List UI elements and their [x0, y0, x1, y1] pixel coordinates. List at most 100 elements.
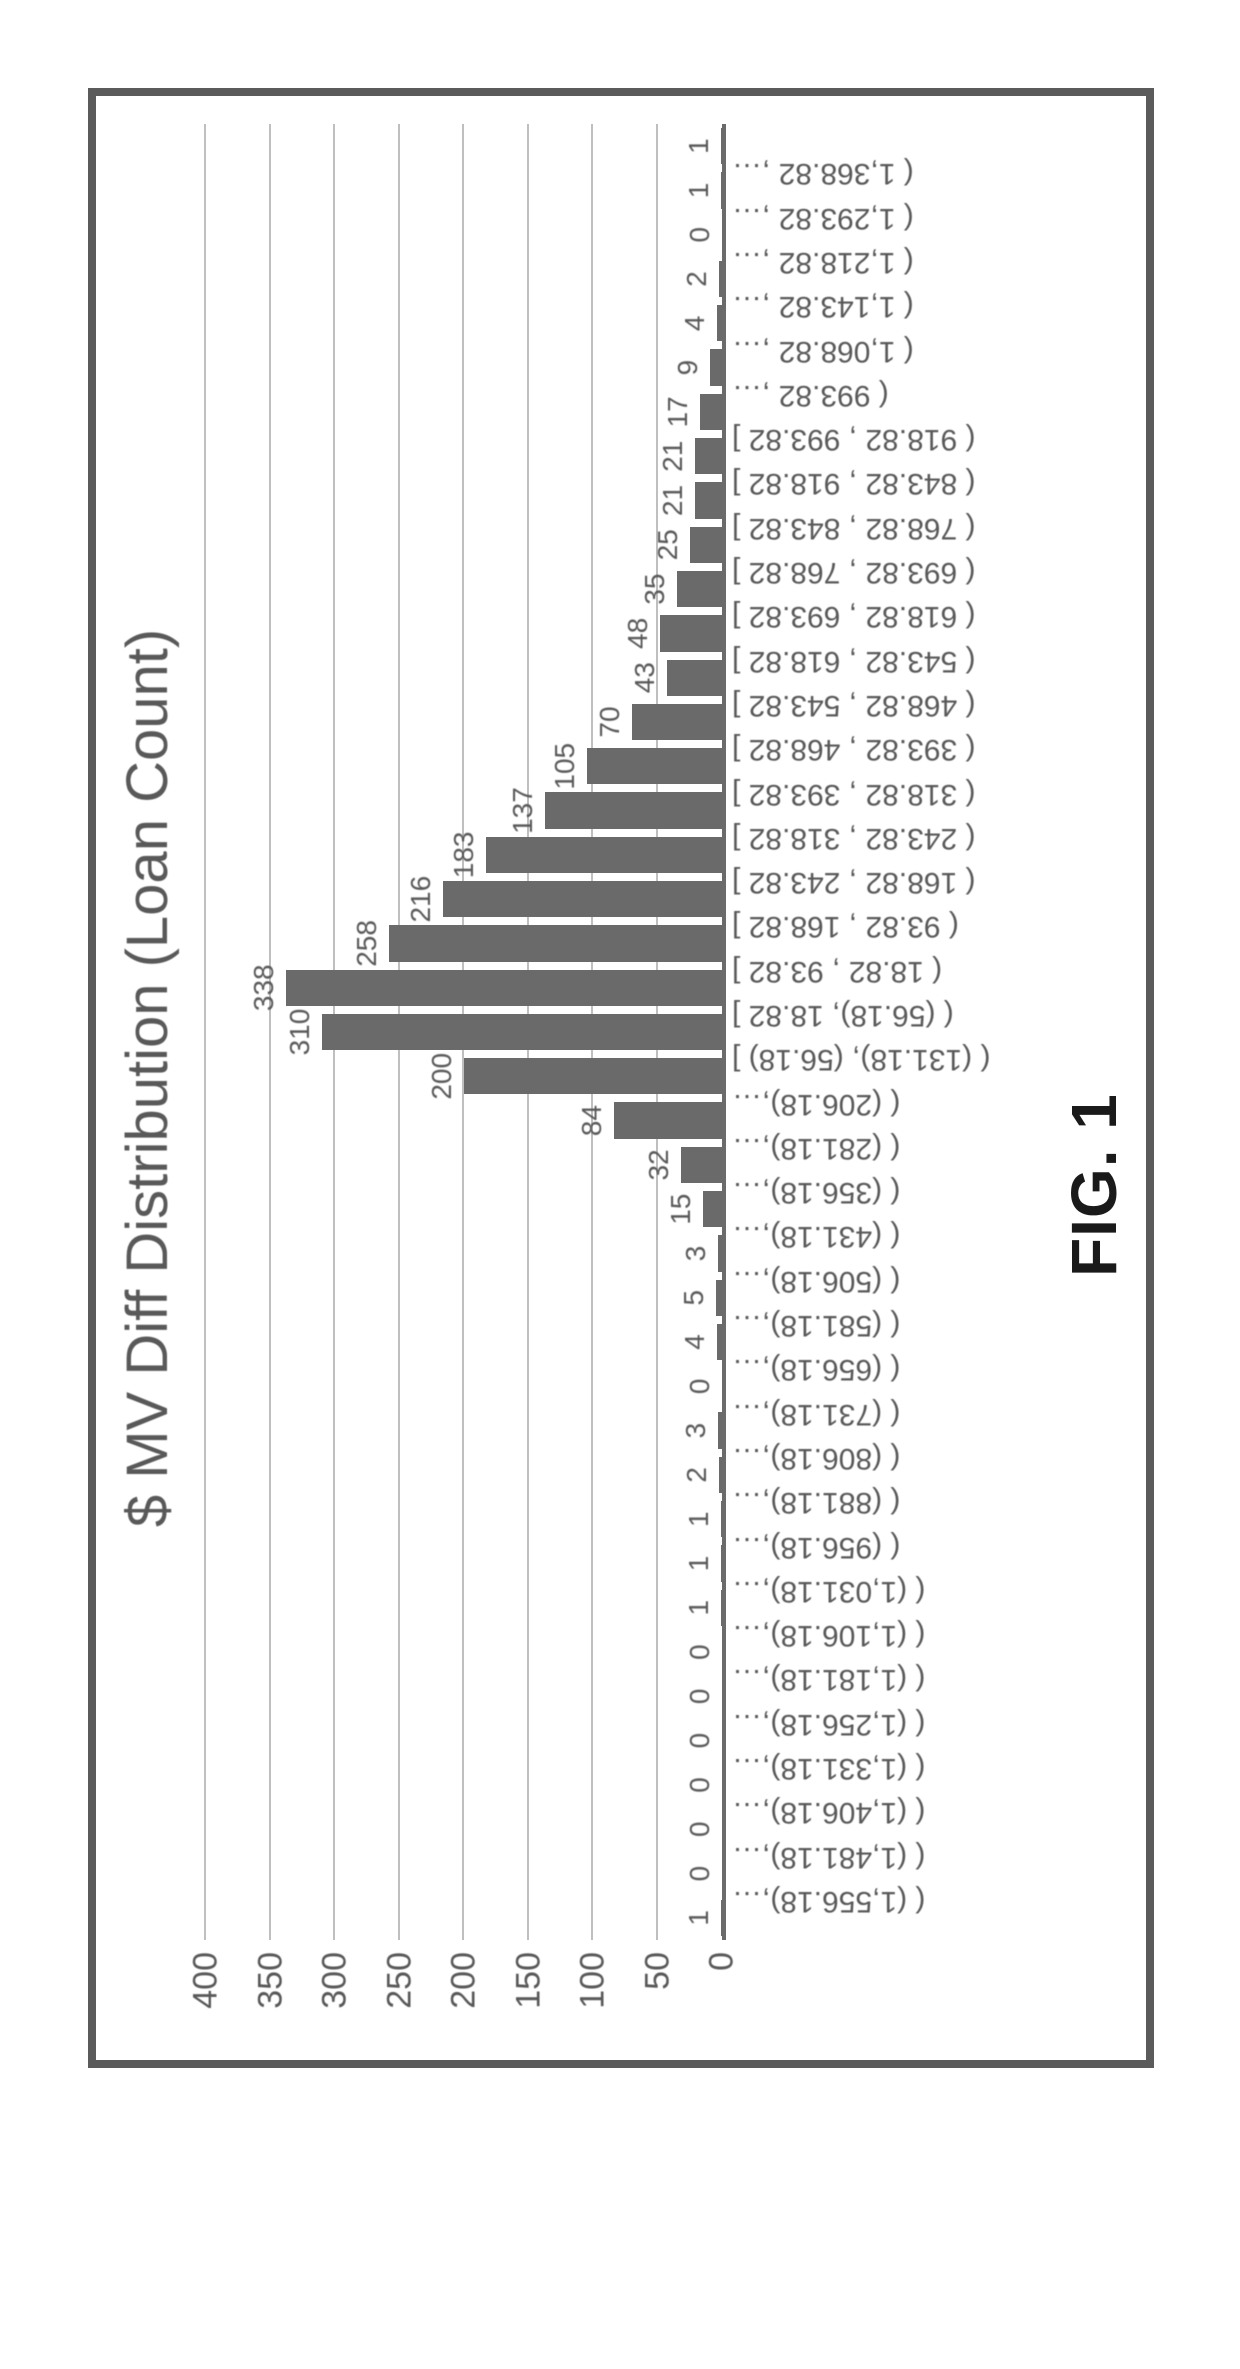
bar-value-label: 0: [684, 1777, 716, 1793]
category-label: ( (1,256.18),…: [732, 1707, 925, 1741]
category-label: ( 18.82 , 93.82 ]: [732, 954, 942, 988]
ytick-label: 250: [380, 1952, 419, 2009]
category-label: ( 1,293.82 ,…: [732, 201, 914, 235]
category-label: ( (1,181.18),…: [732, 1662, 925, 1696]
bar-value-label: 0: [684, 1689, 716, 1705]
bar: 1: [721, 1545, 722, 1581]
bar: 2: [719, 261, 722, 297]
bar: 310: [322, 1014, 722, 1050]
category-label: ( (956.18),…: [732, 1530, 900, 1564]
chart-frame: $ MV Diff Distribution (Loan Count) 0501…: [88, 88, 1154, 2068]
bar-value-label: 105: [549, 743, 581, 790]
bar-value-label: 1: [683, 1556, 715, 1572]
category-label: ( 693.82 , 768.82 ]: [732, 555, 976, 589]
category-label: ( 543.82 , 618.82 ]: [732, 644, 976, 678]
bar-value-label: 5: [678, 1290, 710, 1306]
category-label: ( (431.18),…: [732, 1219, 900, 1253]
bar-value-label: 35: [639, 574, 671, 605]
category-label: ( 243.82 , 318.82 ]: [732, 821, 976, 855]
bar-value-label: 3: [680, 1423, 712, 1439]
bar-value-label: 4: [679, 316, 711, 332]
bar-value-label: 48: [622, 618, 654, 649]
bar-value-label: 183: [448, 831, 480, 878]
category-label: ( 993.82 ,…: [732, 378, 889, 412]
ytick-label: 400: [187, 1952, 226, 2009]
category-label: ( (506.18),…: [732, 1264, 900, 1298]
ytick-label: 50: [638, 1952, 677, 1990]
category-label: ( (806.18),…: [732, 1441, 900, 1475]
bar-value-label: 4: [679, 1334, 711, 1350]
bar-value-label: 25: [652, 529, 684, 560]
category-label: ( (206.18),…: [732, 1087, 900, 1121]
bar-value-label: 0: [684, 1379, 716, 1395]
bar: 1: [721, 1501, 722, 1537]
bar-value-label: 2: [681, 271, 713, 287]
figure-caption: FIG. 1: [1057, 1093, 1131, 1277]
category-label: ( 918.82 , 993.82 ]: [732, 422, 976, 456]
category-label: ( (1,481.18),…: [732, 1840, 925, 1874]
ytick-label: 300: [316, 1952, 355, 2009]
ytick-label: 200: [445, 1952, 484, 2009]
category-label: ( (1,556.18),…: [732, 1884, 925, 1918]
bars-layer: 1000000111230453153284200310338258216183…: [206, 124, 722, 1940]
bar: 137: [545, 792, 722, 828]
ytick-label: 100: [574, 1952, 613, 2009]
bar-value-label: 216: [405, 876, 437, 923]
bar-value-label: 84: [576, 1105, 608, 1136]
category-label: ( (131.18), (56.18) ]: [732, 1042, 990, 1076]
bar-value-label: 3: [680, 1246, 712, 1262]
bar: 1: [721, 172, 722, 208]
chart-card: $ MV Diff Distribution (Loan Count) 0501…: [96, 96, 1146, 2060]
bar-value-label: 70: [594, 706, 626, 737]
bar-value-label: 1: [683, 183, 715, 199]
category-label: ( 1,218.82 ,…: [732, 245, 914, 279]
bar-value-label: 1: [683, 1511, 715, 1527]
ytick-label: 350: [251, 1952, 290, 2009]
category-label: ( 1,143.82 ,…: [732, 289, 914, 323]
bar: 48: [660, 615, 722, 651]
bar: 3: [718, 1412, 722, 1448]
bar: 258: [389, 925, 722, 961]
chart-rotation-wrapper: $ MV Diff Distribution (Loan Count) 0501…: [96, 96, 1146, 2060]
bar-value-label: 310: [284, 1009, 316, 1056]
bar: 216: [443, 881, 722, 917]
category-label: ( 1,368.82 ,…: [732, 156, 914, 190]
bar: 25: [690, 527, 722, 563]
bar: 3: [718, 1235, 722, 1271]
bar-value-label: 9: [672, 360, 704, 376]
category-label: ( 393.82 , 468.82 ]: [732, 732, 976, 766]
bar-value-label: 15: [665, 1194, 697, 1225]
category-label: ( 843.82 , 918.82 ]: [732, 467, 976, 501]
bar: 4: [717, 305, 722, 341]
category-label: ( (1,106.18),…: [732, 1618, 925, 1652]
bar-value-label: 1: [683, 1600, 715, 1616]
bar-value-label: 21: [657, 485, 689, 516]
category-label: ( (731.18),…: [732, 1397, 900, 1431]
bar: 200: [464, 1058, 722, 1094]
bar-value-label: 2: [681, 1467, 713, 1483]
bar-value-label: 137: [507, 787, 539, 834]
bar-value-label: 0: [684, 227, 716, 243]
bar: 4: [717, 1324, 722, 1360]
bar: 5: [716, 1280, 722, 1316]
bar-value-label: 43: [629, 662, 661, 693]
bar-value-label: 1: [683, 138, 715, 154]
bar: 9: [710, 349, 722, 385]
bar: 43: [667, 660, 722, 696]
category-label: ( (656.18),…: [732, 1352, 900, 1386]
bar-value-label: 21: [657, 441, 689, 472]
category-label: ( 1,068.82 ,…: [732, 334, 914, 368]
chart-plot-area: 0501001502002503003504001000000111230453…: [206, 124, 726, 1940]
bar: 21: [695, 482, 722, 518]
bar-value-label: 0: [684, 1644, 716, 1660]
bar: 32: [681, 1147, 722, 1183]
bar-value-label: 0: [684, 1866, 716, 1882]
ytick-label: 150: [509, 1952, 548, 2009]
category-label: ( (1,406.18),…: [732, 1795, 925, 1829]
bar-value-label: 17: [662, 396, 694, 427]
bar: 21: [695, 438, 722, 474]
category-label: ( 318.82 , 393.82 ]: [732, 777, 976, 811]
bar-value-label: 0: [684, 1733, 716, 1749]
category-label: ( 168.82 , 243.82 ]: [732, 865, 976, 899]
category-label: ( (581.18),…: [732, 1308, 900, 1342]
